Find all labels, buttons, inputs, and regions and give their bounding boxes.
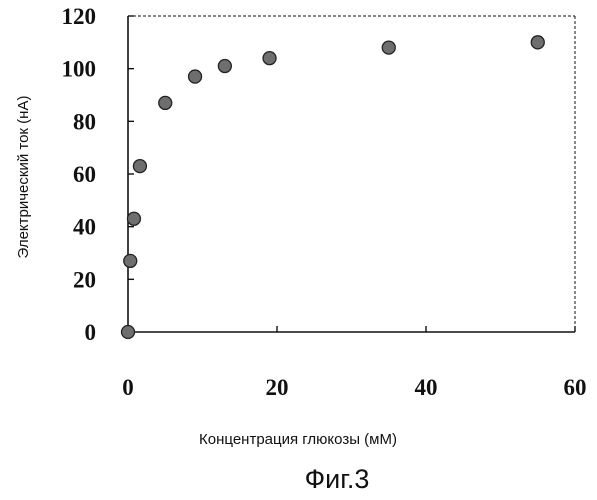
- y-tick-label: 60: [73, 162, 96, 187]
- x-tick-label: 20: [266, 375, 289, 400]
- y-axis-title: Электрический ток (нА): [15, 96, 32, 259]
- y-tick-label: 0: [85, 320, 97, 345]
- plot-frame: [128, 16, 575, 332]
- x-tick-label: 0: [122, 375, 134, 400]
- figure-caption: Фиг.3: [305, 464, 370, 494]
- y-tick-label: 120: [62, 4, 97, 29]
- y-tick-label: 40: [73, 215, 96, 240]
- data-point: [189, 70, 202, 83]
- x-ticks: 0 20 40 60: [122, 326, 586, 400]
- data-point: [127, 212, 140, 225]
- data-point: [159, 96, 172, 109]
- data-point: [124, 254, 137, 267]
- x-axis-title: Концентрация глюкозы (мМ): [199, 431, 397, 448]
- x-tick-label: 60: [564, 375, 587, 400]
- y-ticks: 0 20 40 60 80 100 120: [62, 4, 135, 345]
- y-tick-label: 100: [62, 57, 97, 82]
- data-point: [531, 36, 544, 49]
- y-tick-label: 80: [73, 109, 96, 134]
- data-points: [122, 36, 545, 339]
- data-point: [133, 160, 146, 173]
- data-point: [122, 326, 135, 339]
- data-point: [218, 60, 231, 73]
- data-point: [263, 52, 276, 65]
- x-tick-label: 40: [415, 375, 438, 400]
- data-point: [382, 41, 395, 54]
- y-tick-label: 20: [73, 267, 96, 292]
